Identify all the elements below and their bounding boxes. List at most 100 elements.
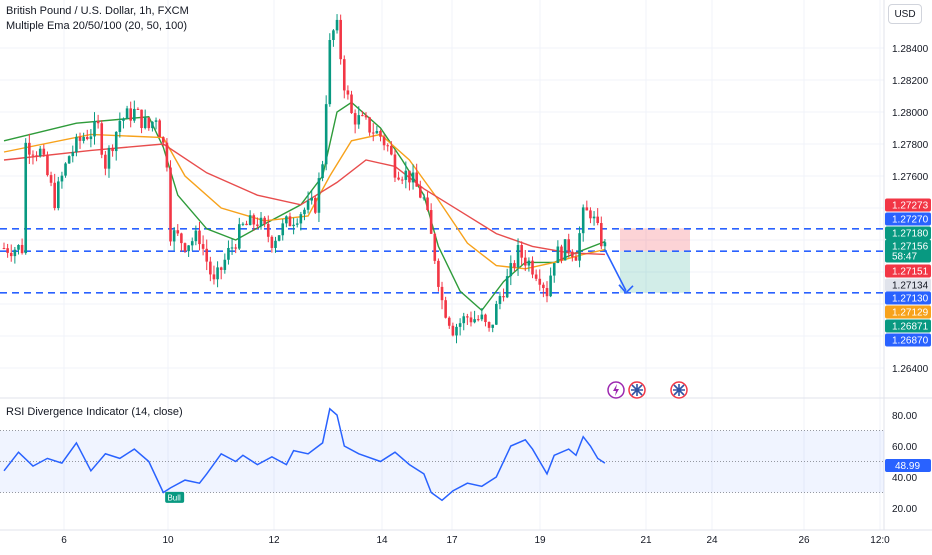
candle xyxy=(342,59,346,91)
rsi-tick: 60.00 xyxy=(892,442,917,453)
candle xyxy=(397,177,400,180)
candle xyxy=(183,243,187,252)
arrow-shaft xyxy=(604,249,627,292)
candle xyxy=(411,172,415,183)
candle xyxy=(321,164,324,179)
candle xyxy=(234,247,237,249)
rsi-value-badge xyxy=(885,459,931,472)
time-axis[interactable]: 6 10 12 14 17 19 21 24 26 12:0 xyxy=(61,535,890,546)
candle xyxy=(324,104,328,165)
candle xyxy=(259,217,263,226)
candle xyxy=(400,179,404,181)
rsi-value-label: 48.99 xyxy=(895,461,920,472)
candle xyxy=(151,121,154,129)
candle xyxy=(520,245,523,258)
candle xyxy=(382,136,386,146)
candle xyxy=(589,210,592,219)
candle xyxy=(534,274,538,279)
price-axis[interactable]: 1.28400 1.28200 1.28000 1.27800 1.27600 1.264… xyxy=(885,44,931,375)
candle xyxy=(285,216,288,224)
gb-flag-glyph-2 xyxy=(673,384,685,396)
price-badge xyxy=(885,319,931,333)
candles xyxy=(2,14,607,344)
candle xyxy=(335,19,339,31)
candle xyxy=(133,108,136,121)
candle xyxy=(422,197,426,199)
position-tool[interactable] xyxy=(620,228,690,293)
candle xyxy=(556,246,560,264)
candle xyxy=(415,172,418,187)
price-badge xyxy=(885,305,931,319)
candle xyxy=(263,217,266,225)
rsi-axis[interactable]: 80.00 60.00 40.00 20.00 48.99 xyxy=(885,411,931,515)
candle xyxy=(600,223,603,247)
candle xyxy=(603,242,607,247)
projection-arrow[interactable] xyxy=(604,249,634,294)
candle xyxy=(390,145,393,155)
candle xyxy=(176,230,180,234)
time-tick: 12 xyxy=(268,535,280,546)
price-tick: 1.27800 xyxy=(892,140,929,151)
horizontal-levels[interactable] xyxy=(0,228,884,294)
time-tick: 14 xyxy=(376,535,388,546)
ema50-line xyxy=(3,133,606,270)
candle xyxy=(216,267,219,280)
candle xyxy=(169,167,172,242)
ema-legend[interactable]: Multiple Ema 20/50/100 (20, 50, 100) xyxy=(6,20,188,32)
candle xyxy=(180,233,183,244)
candle xyxy=(277,235,281,241)
candle xyxy=(476,319,480,321)
price-tick: 1.28400 xyxy=(892,44,929,55)
candle xyxy=(426,197,429,211)
ema100-line xyxy=(3,143,605,256)
candle xyxy=(201,244,205,249)
candle xyxy=(53,182,56,209)
candle xyxy=(350,94,353,114)
candle xyxy=(172,230,176,242)
candle xyxy=(306,200,310,210)
candle xyxy=(451,325,455,336)
candle xyxy=(292,224,295,227)
grid xyxy=(0,0,884,530)
candle xyxy=(549,275,552,297)
rsi-tick: 40.00 xyxy=(892,473,917,484)
candle xyxy=(100,123,104,155)
candle xyxy=(49,175,53,183)
price-badge xyxy=(885,333,931,347)
candle xyxy=(368,117,371,133)
candle xyxy=(75,136,78,153)
candle xyxy=(147,117,151,129)
candle xyxy=(223,259,227,270)
candle xyxy=(270,236,274,248)
bull-marker xyxy=(165,491,185,503)
time-tick: 17 xyxy=(446,535,458,546)
candle xyxy=(28,142,31,155)
price-tick: 1.28200 xyxy=(892,76,929,87)
price-badge-label: 1.26870 xyxy=(892,336,929,347)
price-badge-label: 1.27156 xyxy=(892,242,929,253)
candle xyxy=(111,147,114,152)
candle xyxy=(71,152,75,157)
rsi-legend[interactable]: RSI Divergence Indicator (14, close) xyxy=(6,406,183,418)
candle xyxy=(581,207,585,234)
candle xyxy=(592,216,596,219)
candle xyxy=(238,224,241,249)
candle xyxy=(96,121,100,124)
price-badge xyxy=(885,212,931,226)
candle xyxy=(227,247,230,260)
candle xyxy=(125,108,129,119)
price-badge xyxy=(885,226,931,240)
candle xyxy=(491,324,494,328)
candle xyxy=(386,145,390,147)
symbol-legend[interactable]: British Pound / U.S. Dollar, 1h, FXCM xyxy=(6,5,189,17)
rsi-pane[interactable]: Bull xyxy=(0,407,884,503)
candle xyxy=(64,163,67,176)
candle xyxy=(9,252,13,257)
candle xyxy=(165,142,169,168)
target-zone xyxy=(620,251,690,293)
currency-button[interactable]: USD xyxy=(888,4,922,24)
candle xyxy=(429,210,433,234)
candle xyxy=(538,278,542,285)
event-icons[interactable] xyxy=(607,381,688,399)
